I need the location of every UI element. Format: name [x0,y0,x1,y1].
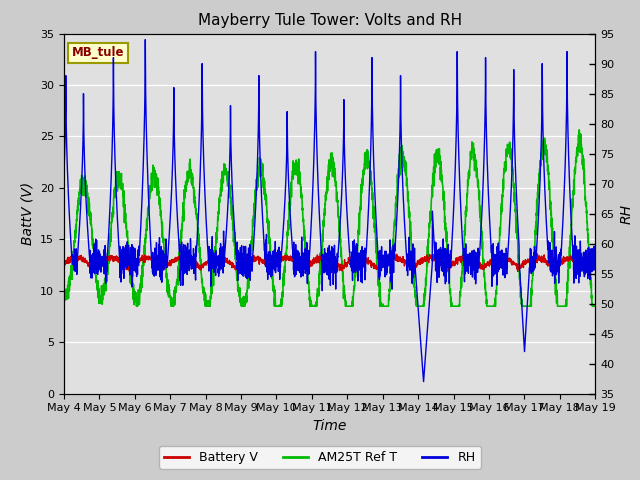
RH [264,254,272,260]
Line: AM25T Ref T: AM25T Ref T [64,130,595,306]
AM25T Ref T [264,224,272,229]
Line: Battery V: Battery V [64,253,595,272]
Battery V [60,258,68,264]
Battery V [268,269,275,275]
Battery V [287,253,295,259]
AM25T Ref T [121,208,129,214]
Y-axis label: BattV (V): BattV (V) [20,182,35,245]
Battery V [591,260,599,266]
Text: MB_tule: MB_tule [72,46,124,59]
Line: RH: RH [64,39,595,382]
Battery V [387,250,395,256]
Battery V [264,262,271,268]
AM25T Ref T [591,303,599,309]
Title: Mayberry Tule Tower: Volts and RH: Mayberry Tule Tower: Volts and RH [198,13,461,28]
RH [121,267,129,273]
RH [287,223,295,229]
RH [141,36,149,42]
Legend: Battery V, AM25T Ref T, RH: Battery V, AM25T Ref T, RH [159,446,481,469]
Battery V [581,261,589,266]
Battery V [121,264,129,269]
RH [420,379,428,384]
AM25T Ref T [287,180,295,185]
AM25T Ref T [524,303,532,309]
Y-axis label: RH: RH [620,204,634,224]
AM25T Ref T [132,303,140,309]
AM25T Ref T [60,281,68,287]
AM25T Ref T [152,171,160,177]
RH [524,292,532,298]
Battery V [524,260,532,265]
AM25T Ref T [575,127,583,133]
RH [581,260,589,265]
RH [591,258,599,264]
AM25T Ref T [581,197,589,203]
Battery V [152,260,160,266]
RH [60,171,68,177]
RH [152,263,160,269]
X-axis label: Time: Time [312,419,347,433]
